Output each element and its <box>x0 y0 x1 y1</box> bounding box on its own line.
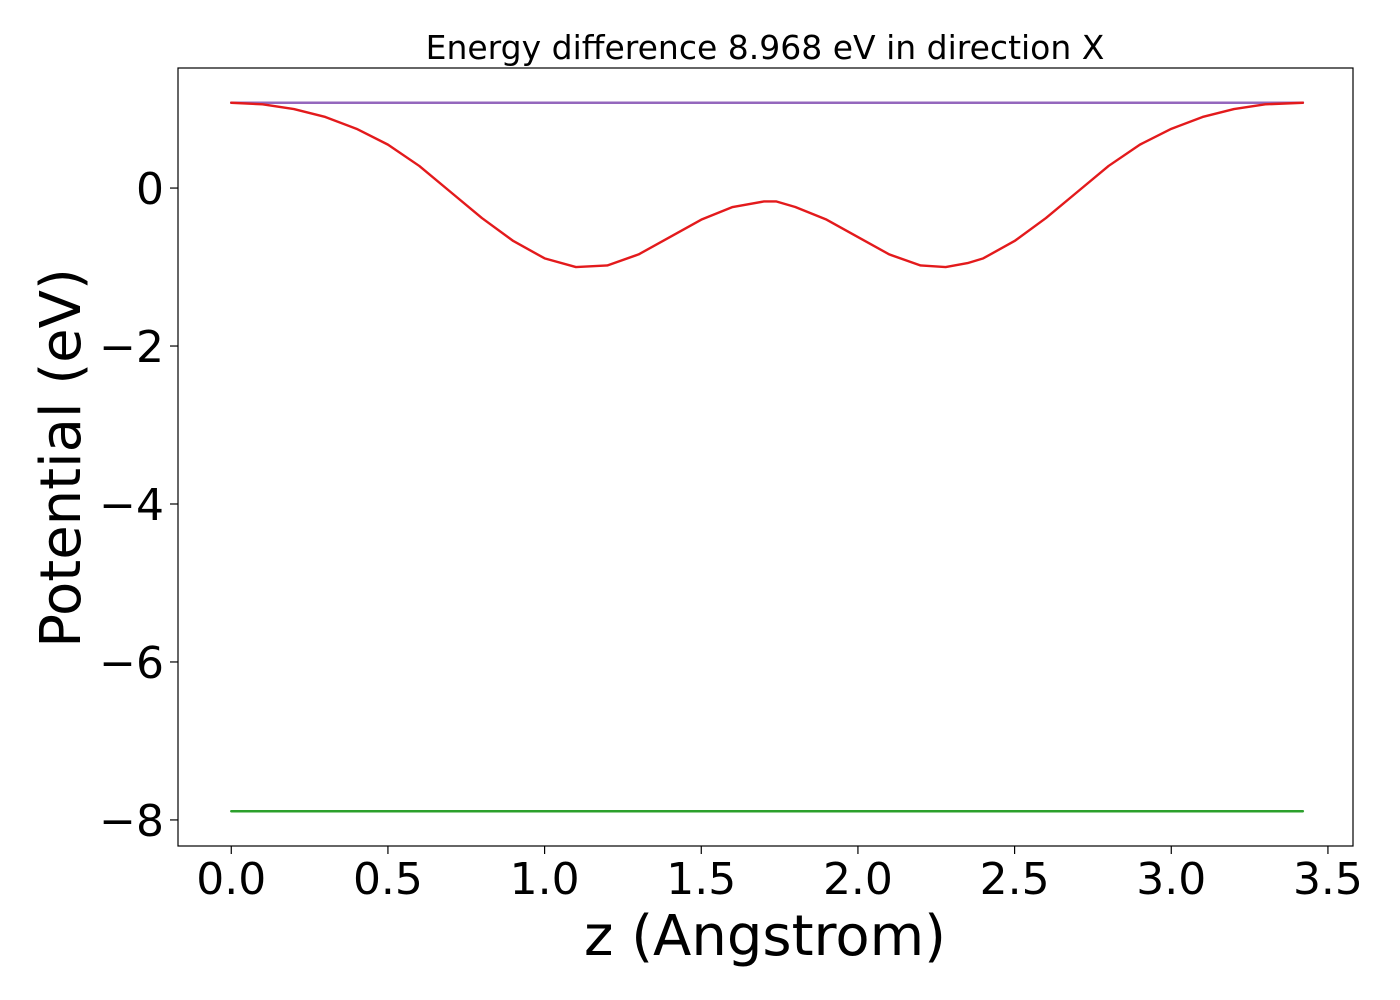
chart-title: Energy difference 8.968 eV in direction … <box>426 28 1105 67</box>
x-tick-label: 2.0 <box>823 854 893 905</box>
x-tick-label: 0.0 <box>196 854 266 905</box>
x-tick-label: 2.5 <box>980 854 1050 905</box>
series-layer <box>230 101 1305 813</box>
x-axis-label: z (Angstrom) <box>584 904 946 969</box>
x-axis: 0.0 0.5 1.0 1.5 2.0 2.5 3.0 3.5 <box>196 846 1363 905</box>
x-tick-label: 1.5 <box>666 854 736 905</box>
plot-frame <box>177 67 1354 847</box>
y-tick-label: −4 <box>99 480 164 531</box>
y-tick-label: 0 <box>136 164 164 215</box>
x-tick-label: 1.0 <box>510 854 580 905</box>
x-tick-label: 3.5 <box>1293 854 1363 905</box>
y-tick-label: −8 <box>99 796 164 847</box>
x-tick-label: 0.5 <box>353 854 423 905</box>
y-tick-label: −2 <box>99 322 164 373</box>
y-tick-label: −6 <box>99 638 164 689</box>
y-axis: 0 −2 −4 −6 −8 <box>99 164 178 847</box>
y-axis-label: Potential (eV) <box>29 268 94 648</box>
x-tick-label: 3.0 <box>1136 854 1206 905</box>
series-line-4 <box>230 101 1305 269</box>
